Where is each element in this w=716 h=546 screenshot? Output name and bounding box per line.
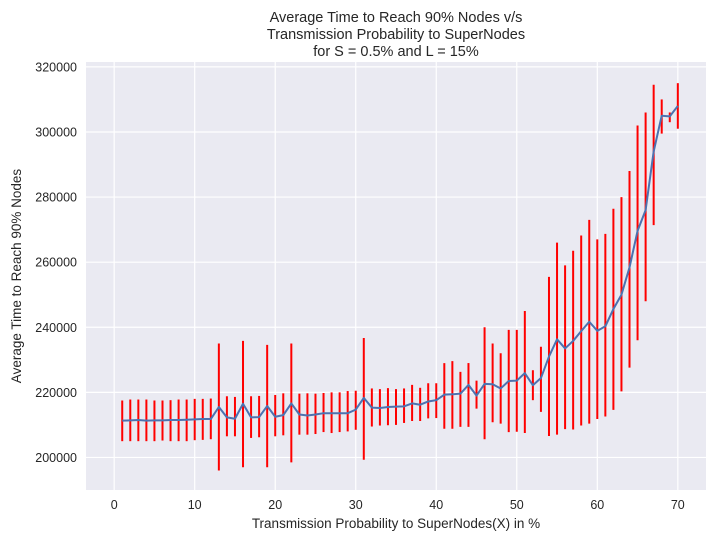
y-tick-label: 300000 [35,125,77,139]
x-tick-labels: 0 10 20 30 40 50 60 70 [111,498,685,512]
y-tick-label: 240000 [35,321,77,335]
x-tick-label: 50 [510,498,524,512]
chart-title-line-2: Transmission Probability to SuperNodes [267,27,525,43]
x-axis-label: Transmission Probability to SuperNodes(X… [252,516,540,531]
y-tick-labels: 200000 220000 240000 260000 280000 300000 3200… [35,60,77,465]
series-line [122,105,679,422]
chart-title-line-3: for S = 0.5% and L = 15% [313,44,479,60]
y-tick-label: 260000 [35,256,77,270]
x-tick-label: 10 [188,498,202,512]
y-tick-label: 220000 [35,386,77,400]
x-tick-label: 40 [429,498,443,512]
x-tick-label: 70 [671,498,685,512]
x-tick-label: 30 [349,498,363,512]
x-tick-label: 0 [111,498,118,512]
x-tick-label: 20 [268,498,282,512]
x-tick-label: 60 [590,498,604,512]
y-tick-label: 280000 [35,191,77,205]
chart-title-line-1: Average Time to Reach 90% Nodes v/s [270,10,523,26]
y-tick-label: 320000 [35,60,77,74]
y-tick-label: 200000 [35,451,77,465]
y-axis-label: Average Time to Reach 90% Nodes [9,169,24,384]
series-lines [122,105,679,422]
